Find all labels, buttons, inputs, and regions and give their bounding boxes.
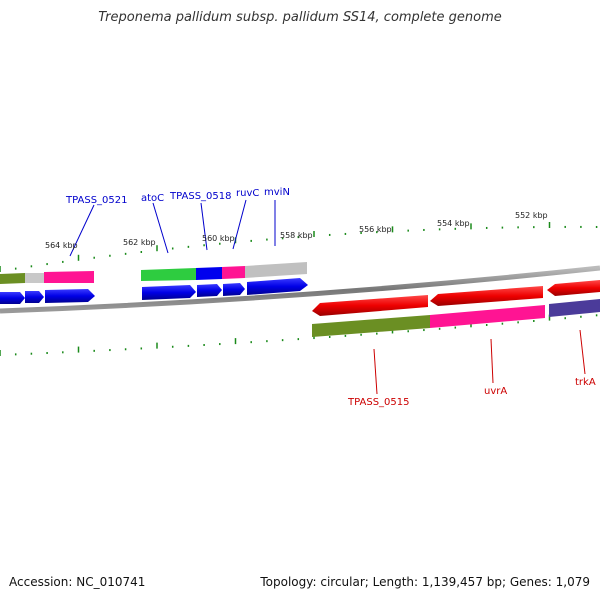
scale-label: 558 kbp	[280, 231, 313, 240]
gene-arrow[interactable]	[45, 289, 95, 303]
gene-label-ruvc[interactable]: ruvC	[236, 188, 259, 199]
scale-label: 564 kbp	[45, 241, 78, 250]
gene-label-tpass-0521[interactable]: TPASS_0521	[65, 195, 127, 206]
cog-track-right	[312, 299, 600, 337]
gene-label-mvin[interactable]: mviN	[264, 187, 290, 198]
map-title: Treponema pallidum subsp. pallidum SS14,…	[98, 10, 502, 25]
reverse-genes	[312, 280, 600, 316]
gene-arrow[interactable]	[142, 285, 196, 300]
gene-label-trka[interactable]: trkA	[575, 377, 596, 388]
scale-label: 560 kbp	[202, 234, 235, 243]
gene-labels: TPASS_0521 atoC TPASS_0518 ruvC mviN TPA…	[65, 187, 596, 408]
scale-labels: 564 kbp 562 kbp 560 kbp 558 kbp 556 kbp …	[45, 211, 548, 250]
cog-track-left	[0, 262, 307, 284]
gene-label-tpass-0515[interactable]: TPASS_0515	[347, 397, 409, 408]
label-leaders	[69, 199, 586, 395]
scale-label: 552 kbp	[515, 211, 548, 220]
accession-text: Accession: NC_010741	[9, 575, 146, 589]
gene-label-uvra[interactable]: uvrA	[484, 386, 507, 397]
gene-arrow[interactable]	[0, 292, 25, 304]
gene-arrow[interactable]	[25, 291, 44, 303]
gene-arrow[interactable]	[247, 278, 308, 295]
gene-arrow[interactable]	[197, 284, 222, 297]
scale-label: 562 kbp	[123, 238, 156, 247]
genome-stats-text: Topology: circular; Length: 1,139,457 bp…	[260, 575, 590, 589]
gene-label-tpass-0518[interactable]: TPASS_0518	[169, 191, 231, 202]
scale-ticks-top	[0, 222, 598, 272]
gene-arrow[interactable]	[430, 286, 543, 306]
forward-genes	[0, 278, 308, 304]
gene-arrow[interactable]	[547, 280, 600, 296]
gene-arrow[interactable]	[223, 283, 245, 296]
gene-label-atoc[interactable]: atoC	[141, 193, 164, 204]
genome-backbone	[0, 265, 600, 314]
scale-label: 554 kbp	[437, 219, 470, 228]
scale-label: 556 kbp	[359, 225, 392, 234]
gene-arrow[interactable]	[312, 295, 428, 316]
